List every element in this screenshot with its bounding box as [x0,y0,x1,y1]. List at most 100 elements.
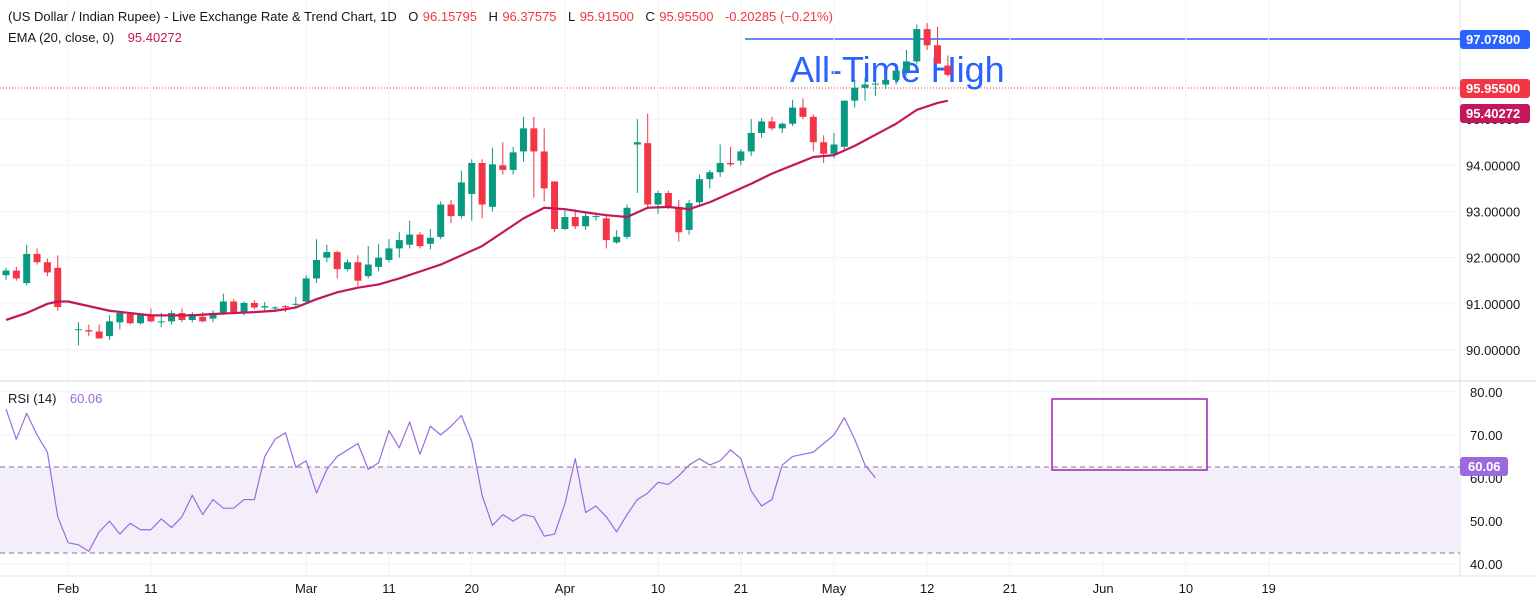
candle-body [354,262,362,281]
candle [944,55,952,77]
candle-body [520,128,527,152]
candle-body [137,314,145,324]
candle [747,119,755,157]
candle [551,181,559,233]
candle [695,174,703,207]
candle-body [695,179,703,203]
candle-body [468,162,476,194]
candle [230,299,238,314]
time-tick-label: 10 [651,581,665,596]
candle [344,259,352,272]
candle-body [178,313,186,320]
candle [385,239,393,263]
candle [613,229,621,244]
candle-body [219,301,227,314]
candle-body [809,116,817,143]
candle-body [168,313,176,322]
candle [934,26,941,64]
candle [882,75,890,90]
candle [737,149,745,166]
candle-body [33,253,41,263]
rsi-badge [1460,457,1508,476]
price-axis: 90.00000 91.00000 92.00000 93.00000 94.00000… [1466,112,1520,358]
time-tick-label: Feb [57,581,79,596]
time-tick-label: 21 [1003,581,1017,596]
candle [644,113,652,210]
candle [540,128,548,202]
candle-body [561,217,569,230]
candle-body [23,253,31,284]
candle-body [385,248,393,260]
candle [209,310,217,323]
candle-body [675,206,683,233]
candle [354,255,362,287]
rsi-line [5,408,876,552]
candle-body [633,142,641,145]
candle [43,258,51,277]
candle [902,49,910,76]
candle [840,100,848,150]
time-tick-label: 19 [1261,581,1275,596]
candle-body [344,262,352,270]
candle-body [923,29,931,46]
candle [820,135,828,163]
candle-body [644,143,652,205]
candle-body [716,162,724,173]
candle-body [230,301,238,313]
time-tick-label: 11 [382,581,396,596]
candle [188,312,196,323]
candle-body [758,121,766,133]
candle [302,275,310,304]
candle-body [799,107,807,117]
candle-body [654,193,662,205]
candle-body [43,262,51,273]
candle-body [934,45,941,64]
candle-body [126,313,134,324]
candle-body [333,252,341,270]
candle [685,199,693,235]
candle [789,99,797,127]
candle-body [902,61,910,71]
candle [716,144,724,177]
candle-body [488,164,496,207]
candle [12,266,20,281]
candle-body [592,216,600,218]
candle-body [12,270,20,279]
candle-body [571,217,579,227]
candle-body [840,100,848,147]
rsi-legend: RSI (14) 60.06 [8,390,102,407]
candle-body [426,237,434,244]
rsi-tick-label: 50.00 [1470,514,1503,529]
time-tick-label: 10 [1179,581,1193,596]
candle-body [685,203,693,230]
high-label: H [488,9,497,24]
candle-body [820,142,828,154]
candle [168,310,176,325]
candle [851,79,859,108]
time-tick-label: 11 [144,581,158,596]
candle-body [302,278,310,302]
candle-body [188,313,196,320]
candle [509,146,517,175]
ema-badge [1460,104,1530,123]
candle [861,77,869,101]
candle-body [944,65,952,75]
candle [809,114,817,152]
candle [499,142,507,175]
rsi-band [0,467,1460,553]
ema-badge-label: 95.40272 [1466,106,1520,121]
chart-title: (US Dollar / Indian Rupee) - Live Exchan… [8,9,397,24]
candle-body [851,87,859,101]
close-label: C [645,9,654,24]
candle [468,159,476,221]
candle-body [85,330,93,332]
time-tick-label: May [822,581,847,596]
time-tick-label: 21 [734,581,748,596]
close-badge [1460,79,1530,98]
time-axis: Feb 11 Mar 11 20 Apr 10 21 May 12 21 Jun 10 19 [57,581,1276,596]
open-label: O [408,9,418,24]
candle-body [106,321,113,337]
candle [395,232,403,258]
